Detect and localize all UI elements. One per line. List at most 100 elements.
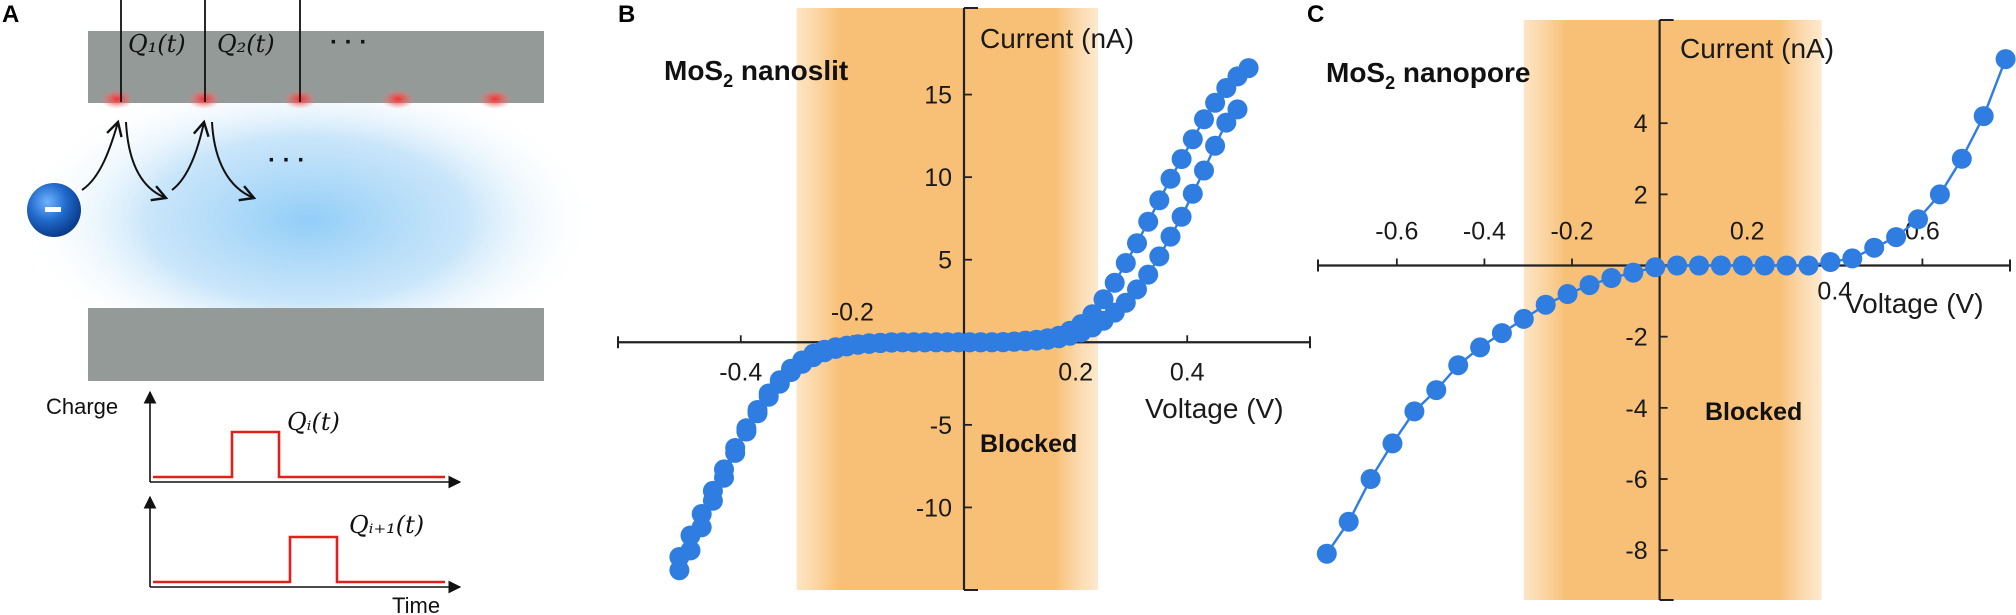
qi-label: Qᵢ(t) [287,408,340,436]
data-point [1316,543,1337,564]
y-tick-label: 5 [938,247,952,275]
data-point [1754,255,1775,276]
data-point [1138,264,1159,285]
data-point [1426,380,1447,401]
minus-sign-icon [45,207,61,212]
q2-label: Q₂(t) [217,30,275,58]
hop-arrow [211,121,257,202]
blocked-annotation: Blocked [1705,398,1802,426]
chart-title-part: nanopore [1395,57,1530,88]
data-point [747,400,768,420]
data-point [736,418,757,439]
charge-sites [100,89,512,109]
y-axis-label: Current (nA) [980,23,1134,54]
data-point [1104,272,1125,293]
data-point [1182,129,1203,150]
x-tick-label: -0.2 [831,298,874,326]
chart-title-part: MoS [664,55,723,86]
data-point [1205,135,1226,156]
data-point [1205,92,1226,113]
data-point [1149,190,1170,211]
data-point [1194,160,1214,181]
data-point [1338,511,1359,532]
top-ellipsis: · · · [330,29,367,56]
data-point [1579,275,1600,296]
data-point [1995,49,2016,70]
panel-a: A Q₁(t) Q₂(t) · · · · · · [2,0,598,615]
y-axis-label: Current (nA) [1680,33,1834,64]
chart-b: -0.4 -0.2 0.2 0.4 -10 -5 5 10 15 MoS2 nanoslit Cur… [617,7,1311,591]
data-point [1798,255,1819,276]
x-tick-label: 0.4 [1817,278,1852,306]
data-point [725,438,746,458]
data-point [1127,279,1147,300]
data-point [1448,355,1469,376]
data-point [1842,248,1863,269]
y-tick-label: 15 [924,82,952,110]
y-tick-label: -5 [930,412,952,440]
x-axis-label: Voltage (V) [1145,393,1284,424]
blocked-annotation: Blocked [980,430,1077,458]
data-point [1864,237,1885,258]
pulse-plot-2: Qᵢ₊₁(t) [143,495,462,594]
data-point [1194,109,1214,130]
panel-label-b: B [618,1,635,28]
data-point [1535,294,1556,315]
data-point [1115,253,1136,273]
data-point [1908,209,1928,230]
data-point [1470,337,1491,358]
data-point [1216,112,1237,133]
hop-arrow [125,121,169,202]
chart-title-part: MoS [1326,57,1385,88]
data-point [1093,289,1114,310]
electron [27,183,81,237]
data-point [758,383,779,404]
charge-site [187,89,221,109]
y-tick-label: -6 [1625,466,1647,494]
q1-label: Q₁(t) [128,30,186,58]
y-tick-label: 4 [1634,110,1648,138]
probe-wires [120,0,301,102]
chart-title-subscript: 2 [1385,73,1395,93]
charge-site [100,89,134,109]
time-axis-label: Time [392,593,440,615]
data-point [1227,99,1248,120]
panel-label-c: C [1307,1,1324,28]
data-point [1171,149,1192,169]
pulse2-trace [153,535,445,584]
data-point [1951,148,1972,169]
data-point [1404,401,1425,422]
x-axis-label: Voltage (V) [1845,288,1984,319]
charge-axis-label: Charge [46,394,118,419]
data-point [1776,255,1797,276]
data-point [1171,206,1192,227]
data-point [714,459,734,480]
charge-site [381,89,415,109]
data-point [702,480,723,501]
y-tick-label: -4 [1625,395,1647,423]
data-point [1689,255,1709,276]
data-point [691,504,712,524]
data-point [1886,227,1907,248]
y-tick-label: -2 [1625,324,1647,352]
data-point [1160,226,1181,247]
pulse-plot-1: Qᵢ(t) [143,390,462,489]
chart-title: MoS2 nanoslit [664,55,848,91]
blocked-region [796,8,1098,590]
chart-title: MoS2 nanopore [1326,57,1530,93]
data-point [1382,433,1403,454]
data-point [1238,58,1259,79]
data-point [1182,183,1203,204]
hop-arrows [81,119,257,202]
data-point [1732,255,1753,276]
hop-arrow [171,119,210,191]
data-point [1127,233,1147,254]
data-point [1667,255,1688,276]
x-tick-label: -0.6 [1375,218,1418,246]
data-point [1645,257,1666,278]
pulse1-trace [153,430,445,479]
top-electrode [88,31,544,103]
